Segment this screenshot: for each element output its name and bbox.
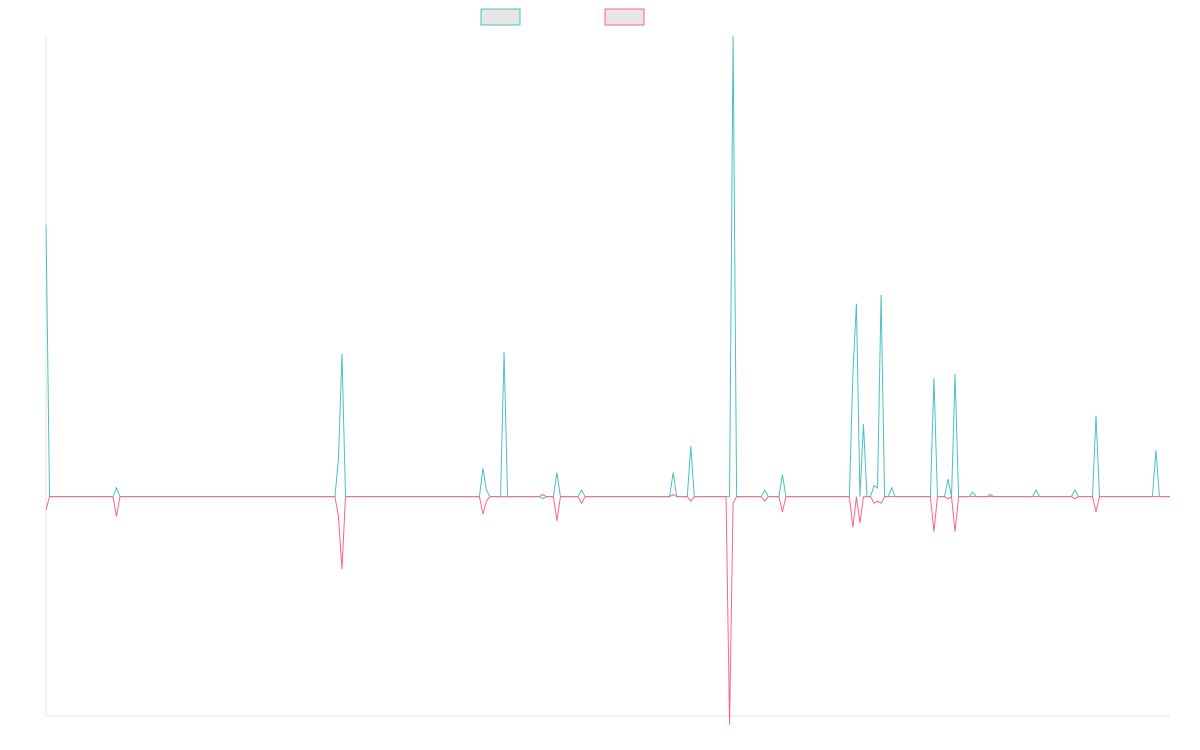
- legend[interactable]: [480, 8, 645, 26]
- legend-swatch-2[interactable]: [604, 8, 645, 26]
- series-line-1: [45, 35, 1170, 500]
- series-line-2: [45, 493, 1170, 725]
- series-layer: [45, 35, 1170, 725]
- legend-swatch-1[interactable]: [480, 8, 521, 26]
